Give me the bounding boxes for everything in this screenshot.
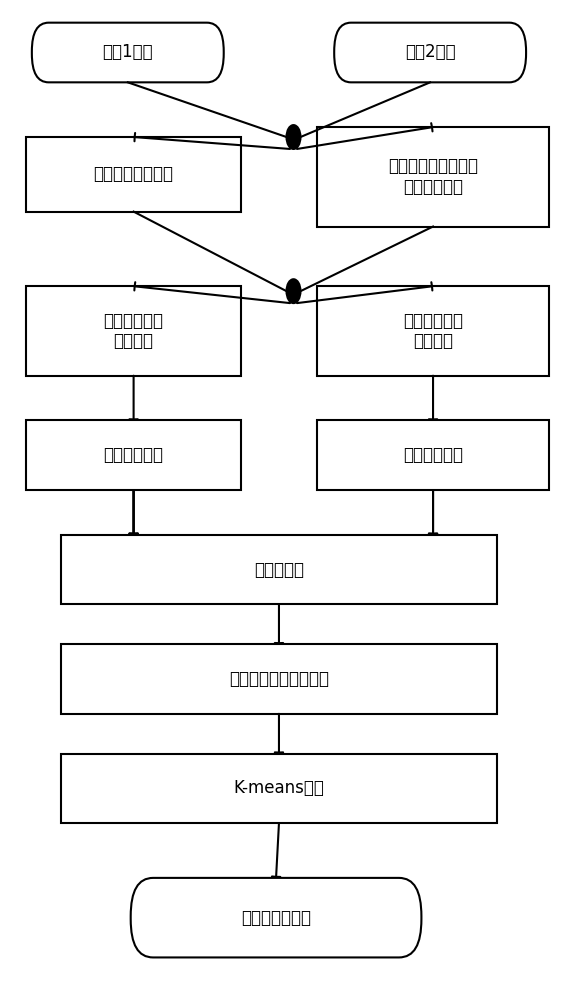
FancyBboxPatch shape	[61, 535, 497, 604]
Text: 构造差异图: 构造差异图	[254, 561, 304, 579]
FancyBboxPatch shape	[131, 878, 421, 957]
FancyBboxPatch shape	[317, 286, 549, 376]
FancyBboxPatch shape	[32, 23, 224, 82]
Text: 构造局部结构
特征矩阵: 构造局部结构 特征矩阵	[403, 312, 463, 350]
Text: 可控核回归方法计算
结构特征矩阵: 可控核回归方法计算 结构特征矩阵	[388, 157, 478, 196]
FancyBboxPatch shape	[61, 644, 497, 714]
Text: 变化检测结果图: 变化检测结果图	[241, 909, 311, 927]
Text: 构造局部结构
特征矩阵: 构造局部结构 特征矩阵	[103, 312, 164, 350]
Text: K-means聚类: K-means聚类	[234, 779, 325, 797]
Text: 基于熵率的超像素分割: 基于熵率的超像素分割	[229, 670, 329, 688]
Text: 时相2图像: 时相2图像	[405, 43, 456, 61]
Text: 计算邻域特征矩阵: 计算邻域特征矩阵	[93, 165, 174, 183]
FancyBboxPatch shape	[61, 754, 497, 823]
Text: 非负矩阵分解: 非负矩阵分解	[403, 446, 463, 464]
Circle shape	[286, 125, 301, 149]
FancyBboxPatch shape	[317, 127, 549, 227]
Circle shape	[286, 279, 301, 303]
FancyBboxPatch shape	[26, 286, 241, 376]
FancyBboxPatch shape	[26, 420, 241, 490]
FancyBboxPatch shape	[26, 137, 241, 212]
FancyBboxPatch shape	[334, 23, 526, 82]
Text: 非负矩阵分解: 非负矩阵分解	[103, 446, 164, 464]
FancyBboxPatch shape	[317, 420, 549, 490]
Text: 时相1图像: 时相1图像	[103, 43, 153, 61]
